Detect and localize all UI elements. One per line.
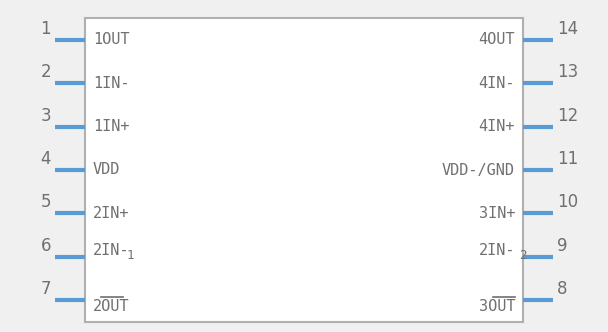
Text: 13: 13 [557, 63, 578, 81]
Text: 1IN-: 1IN- [93, 76, 130, 91]
Text: 9: 9 [557, 237, 567, 255]
Text: 11: 11 [557, 150, 578, 168]
Text: 4OUT: 4OUT [478, 32, 515, 47]
Text: 2IN-: 2IN- [93, 243, 130, 258]
Text: 5: 5 [41, 194, 51, 211]
Text: 2: 2 [40, 63, 51, 81]
Text: 1OUT: 1OUT [93, 32, 130, 47]
Text: 8: 8 [557, 280, 567, 298]
Text: 10: 10 [557, 194, 578, 211]
Text: VDD: VDD [93, 162, 120, 178]
Text: 3: 3 [40, 107, 51, 124]
Text: 6: 6 [41, 237, 51, 255]
Text: 1: 1 [40, 20, 51, 38]
Text: VDD-/GND: VDD-/GND [442, 162, 515, 178]
Text: 3OUT: 3OUT [478, 299, 515, 314]
Text: 14: 14 [557, 20, 578, 38]
Text: 4IN+: 4IN+ [478, 119, 515, 134]
Bar [85, 18, 523, 322]
Text: 12: 12 [557, 107, 578, 124]
Text: 7: 7 [41, 280, 51, 298]
Text: 4IN-: 4IN- [478, 76, 515, 91]
Text: 2OUT: 2OUT [93, 299, 130, 314]
Text: 2IN-: 2IN- [478, 243, 515, 258]
Text: 2: 2 [519, 249, 527, 262]
Text: 1IN+: 1IN+ [93, 119, 130, 134]
Text: 3IN+: 3IN+ [478, 206, 515, 221]
Text: 1: 1 [127, 249, 134, 262]
Text: 2IN+: 2IN+ [93, 206, 130, 221]
Text: 4: 4 [41, 150, 51, 168]
